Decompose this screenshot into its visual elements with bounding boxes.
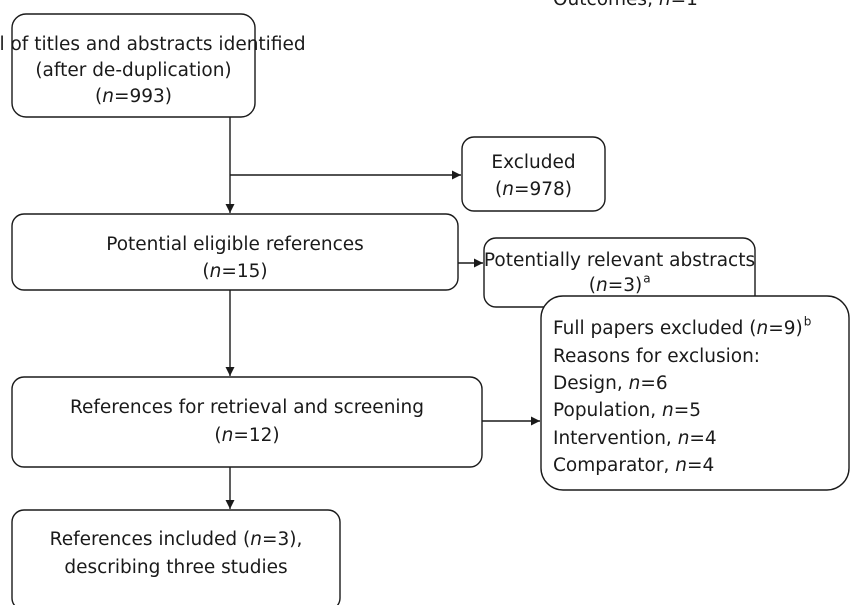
node: Full papers excluded (n=9) b Reasons for e…	[540, 0, 850, 491]
node-label: Design, n=6	[553, 373, 668, 394]
node-label: describing three studies	[64, 557, 287, 578]
superscript: b	[804, 315, 812, 329]
node-label: Comparator, n=4	[553, 455, 714, 476]
node-label: (n=15)	[202, 261, 267, 282]
node-label: Excluded	[491, 152, 575, 173]
node-label: Outcomes, n=1	[553, 0, 698, 10]
node-box	[540, 295, 850, 491]
node-box	[11, 376, 483, 468]
node-label: (n=12)	[214, 425, 279, 446]
node-label: (n=978)	[495, 179, 572, 200]
superscript: a	[643, 272, 650, 286]
node: Potential eligible references (n=15)	[11, 213, 459, 291]
node-box	[461, 136, 606, 212]
node-label: References included (n=3),	[50, 529, 303, 550]
node-box	[11, 509, 341, 609]
node-label: Intervention, n=4	[553, 428, 717, 449]
node-label: Potentially relevant abstracts	[484, 250, 755, 271]
node-box	[11, 213, 459, 291]
node: References for retrieval and screening (n…	[11, 376, 483, 468]
node: Potentially relevant abstracts (n=3) a	[483, 237, 756, 308]
connectors	[225, 117, 540, 509]
node-label: Population, n=5	[553, 400, 701, 421]
node-box	[11, 13, 256, 118]
node-label: (n=3)	[589, 275, 642, 296]
node: References included (n=3), describing thr…	[11, 509, 341, 609]
node-label: Total of titles and abstracts identified	[0, 34, 306, 55]
node-label: (n=993)	[95, 86, 172, 107]
node-label: Full papers excluded (n=9)	[553, 318, 803, 339]
node: Excluded (n=978)	[461, 136, 606, 212]
node-label: (after de-duplication)	[35, 60, 231, 81]
node: Total of titles and abstracts identified…	[0, 13, 306, 118]
node-label: Reasons for exclusion:	[553, 346, 760, 367]
node-label: Potential eligible references	[106, 234, 364, 255]
node-label: References for retrieval and screening	[70, 397, 424, 418]
